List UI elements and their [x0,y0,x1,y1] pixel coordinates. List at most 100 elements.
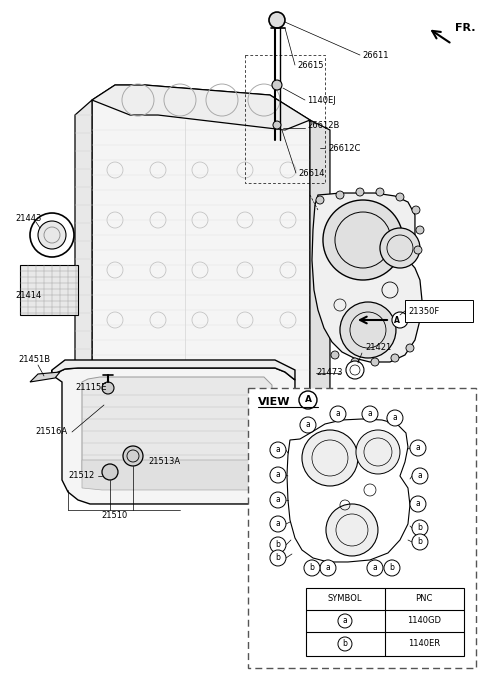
Circle shape [273,121,281,129]
Text: 21443: 21443 [15,214,41,222]
Circle shape [316,196,324,204]
Polygon shape [92,85,310,130]
Text: a: a [276,496,280,504]
Circle shape [270,442,286,458]
Text: a: a [372,564,377,573]
Circle shape [270,492,286,508]
Bar [20,265,78,315]
Text: b: b [310,564,314,573]
Text: a: a [276,519,280,529]
Text: 21473: 21473 [316,368,342,377]
Circle shape [387,410,403,426]
Circle shape [336,191,344,199]
Circle shape [300,417,316,433]
Circle shape [38,221,66,249]
Circle shape [410,496,426,512]
Polygon shape [82,377,272,488]
Circle shape [185,387,195,397]
Circle shape [102,382,114,394]
Polygon shape [30,372,60,382]
Text: 21414: 21414 [15,291,41,299]
Circle shape [392,312,408,328]
Circle shape [376,188,384,196]
Text: b: b [343,639,348,648]
Circle shape [380,228,420,268]
Text: A: A [394,316,400,324]
Polygon shape [75,100,92,370]
Text: a: a [393,414,397,422]
Bar [306,588,464,656]
Text: b: b [276,541,280,550]
Text: 21513A: 21513A [148,458,180,466]
Text: 26615: 26615 [297,61,324,70]
Text: FR.: FR. [455,23,476,33]
Circle shape [410,440,426,456]
Text: a: a [368,410,372,418]
Circle shape [331,351,339,359]
Text: b: b [390,564,395,573]
Text: a: a [343,617,348,625]
Text: a: a [336,410,340,418]
Circle shape [412,534,428,550]
Circle shape [302,430,358,486]
Circle shape [270,467,286,483]
Polygon shape [312,193,422,362]
Circle shape [356,430,400,474]
Text: 21350F: 21350F [408,306,439,316]
Circle shape [384,560,400,576]
Text: 1140GD: 1140GD [407,617,441,625]
Text: b: b [418,523,422,533]
Text: a: a [276,470,280,479]
Circle shape [270,537,286,553]
Circle shape [396,193,404,201]
Circle shape [412,206,420,214]
Polygon shape [82,460,272,490]
Circle shape [272,80,282,90]
Bar [245,55,325,183]
Text: a: a [416,443,420,452]
Text: 21512: 21512 [68,471,94,481]
Circle shape [371,358,379,366]
Text: 21421: 21421 [365,343,391,352]
Circle shape [414,246,422,254]
Circle shape [270,516,286,532]
Circle shape [320,560,336,576]
Circle shape [338,614,352,628]
Circle shape [412,520,428,536]
Text: a: a [325,564,330,573]
Text: a: a [306,420,311,429]
Circle shape [412,468,428,484]
Circle shape [416,226,424,234]
Circle shape [269,12,285,28]
Circle shape [330,406,346,422]
Circle shape [351,358,359,366]
Text: a: a [416,500,420,508]
Text: a: a [276,445,280,454]
Text: 1140EJ: 1140EJ [307,95,336,105]
Text: 26611: 26611 [362,51,388,59]
Text: 21510: 21510 [102,512,128,521]
Circle shape [406,344,414,352]
Polygon shape [310,120,330,390]
Text: VIEW: VIEW [258,397,290,407]
Circle shape [30,213,74,257]
Text: 1140ER: 1140ER [408,639,440,648]
Text: 21115E: 21115E [75,383,107,393]
Text: 26614: 26614 [298,168,324,178]
Circle shape [123,446,143,466]
Text: 21516A: 21516A [35,427,67,437]
Bar [248,388,476,668]
Text: b: b [276,554,280,562]
Circle shape [304,560,320,576]
Text: SYMBOL: SYMBOL [328,594,362,604]
Circle shape [391,354,399,362]
Polygon shape [92,85,310,390]
Text: 21451B: 21451B [18,356,50,364]
Circle shape [326,504,378,556]
Text: PNC: PNC [415,594,432,604]
Circle shape [102,464,118,480]
Circle shape [340,302,396,358]
Text: a: a [418,471,422,481]
Text: 26612C: 26612C [328,143,360,153]
Text: 26612B: 26612B [307,120,339,130]
